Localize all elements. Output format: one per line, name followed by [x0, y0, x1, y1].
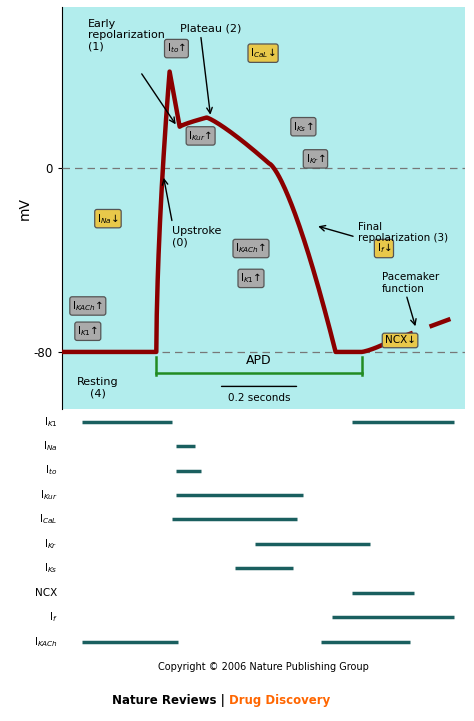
Text: NCX: NCX — [36, 588, 58, 598]
Text: I$_{f}$: I$_{f}$ — [49, 610, 58, 624]
Text: Drug Discovery: Drug Discovery — [229, 694, 330, 707]
Text: Pacemaker
function: Pacemaker function — [382, 273, 439, 293]
Text: I$_{Kur}$: I$_{Kur}$ — [40, 488, 58, 502]
Text: I$_{K1}$↑: I$_{K1}$↑ — [77, 324, 99, 338]
Text: I$_{to}$↑: I$_{to}$↑ — [167, 42, 186, 56]
Text: Early
repolarization
(1): Early repolarization (1) — [88, 19, 164, 52]
Text: I$_{Na}$: I$_{Na}$ — [43, 439, 58, 453]
Text: I$_{to}$: I$_{to}$ — [46, 464, 58, 477]
Text: Nature Reviews |: Nature Reviews | — [112, 694, 229, 707]
Text: NCX↓: NCX↓ — [384, 335, 416, 345]
Text: I$_{KACh}$↑: I$_{KACh}$↑ — [72, 299, 103, 313]
Text: I$_{Ks}$: I$_{Ks}$ — [44, 562, 58, 575]
Text: Copyright © 2006 Nature Publishing Group: Copyright © 2006 Nature Publishing Group — [158, 662, 368, 672]
Text: I$_{KACh}$: I$_{KACh}$ — [34, 634, 58, 648]
Text: Resting
(4): Resting (4) — [77, 377, 118, 399]
Text: I$_{K1}$↑: I$_{K1}$↑ — [240, 272, 262, 286]
Y-axis label: mV: mV — [18, 197, 32, 220]
Text: APD: APD — [246, 354, 272, 367]
Text: I$_{Na}$↓: I$_{Na}$↓ — [97, 212, 119, 226]
Text: I$_{Ks}$↑: I$_{Ks}$↑ — [293, 120, 314, 133]
Text: I$_{Kr}$: I$_{Kr}$ — [44, 537, 58, 551]
Text: Upstroke
(0): Upstroke (0) — [173, 226, 222, 248]
Text: I$_{KACh}$↑: I$_{KACh}$↑ — [235, 242, 267, 255]
Text: Final
repolarization (3): Final repolarization (3) — [358, 221, 448, 243]
Text: I$_{CaL}$: I$_{CaL}$ — [39, 513, 58, 526]
Text: I$_{Kur}$↑: I$_{Kur}$↑ — [189, 129, 213, 143]
Text: I$_{Kr}$↑: I$_{Kr}$↑ — [306, 152, 325, 166]
Text: I$_{f}$↓: I$_{f}$↓ — [377, 242, 391, 255]
Text: Plateau (2): Plateau (2) — [181, 23, 242, 33]
Text: I$_{K1}$: I$_{K1}$ — [44, 415, 58, 428]
Text: 0.2 seconds: 0.2 seconds — [228, 394, 290, 403]
Text: I$_{CaL}$↓: I$_{CaL}$↓ — [250, 46, 276, 60]
